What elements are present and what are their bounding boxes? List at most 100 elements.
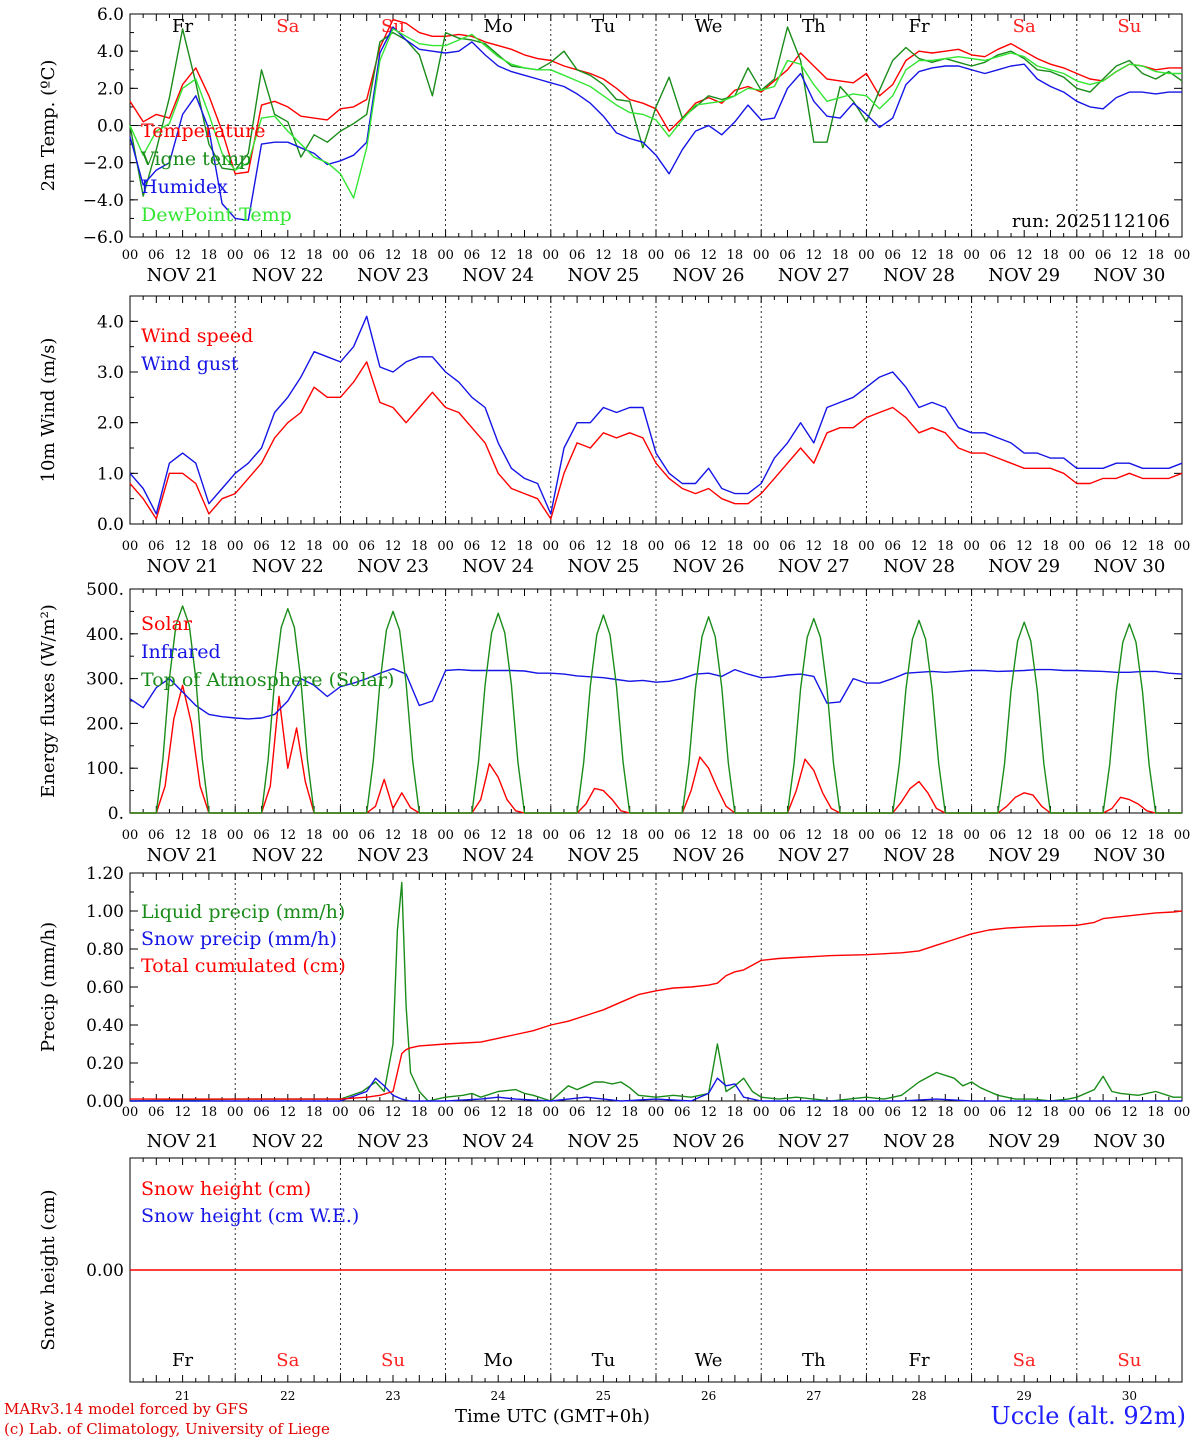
hour-tick-label: 00	[543, 1105, 560, 1120]
hour-tick-label: 12	[911, 828, 928, 843]
hour-tick-label: 18	[411, 539, 428, 554]
y-tick-label: 0.00	[86, 1092, 124, 1112]
y-tick-label: 6.0	[97, 5, 124, 25]
date-label: NOV 29	[988, 1131, 1060, 1152]
hour-tick-label: 18	[621, 1105, 638, 1120]
hour-tick-label: 12	[174, 248, 191, 263]
hour-tick-label: 00	[437, 828, 454, 843]
date-label: NOV 22	[252, 1131, 324, 1152]
hour-tick-label: 06	[674, 539, 691, 554]
hour-tick-label: 06	[990, 539, 1007, 554]
hour-tick-label: 06	[148, 248, 165, 263]
hour-tick-label: 00	[963, 248, 980, 263]
model-credit: MARv3.14 model forced by GFS	[4, 1400, 249, 1418]
hour-tick-label: 18	[832, 539, 849, 554]
y-tick-label: 400.	[86, 625, 124, 645]
hour-tick-label: 18	[1042, 539, 1059, 554]
hour-tick-label: 06	[990, 1105, 1007, 1120]
date-label: NOV 22	[252, 265, 324, 286]
date-label: NOV 21	[147, 265, 219, 286]
hour-tick-label: 12	[490, 248, 507, 263]
hour-tick-label: 06	[569, 828, 586, 843]
hour-tick-label: 18	[516, 248, 533, 263]
hour-tick-label: 06	[148, 539, 165, 554]
hour-tick-label: 18	[1147, 828, 1164, 843]
y-tick-label: 0.00	[86, 1261, 124, 1281]
hour-tick-label: 06	[358, 539, 375, 554]
y-axis-label: 2m Temp. (ºC)	[38, 60, 59, 192]
y-tick-label: −4.0	[83, 191, 124, 211]
hour-tick-label: 06	[358, 1105, 375, 1120]
hour-tick-label: 12	[806, 248, 823, 263]
hour-tick-label: 12	[911, 539, 928, 554]
hour-tick-label: 06	[674, 1105, 691, 1120]
hour-tick-label: 00	[753, 1105, 770, 1120]
hour-tick-label: 00	[332, 248, 349, 263]
legend-entry: Temperature	[141, 120, 265, 142]
hour-tick-label: 06	[253, 539, 270, 554]
hour-tick-label: 18	[516, 1105, 533, 1120]
day-name: Su	[1117, 16, 1141, 37]
hour-tick-label: 12	[700, 1105, 717, 1120]
hour-tick-label: 00	[963, 828, 980, 843]
hour-tick-label: 18	[1147, 1105, 1164, 1120]
hour-tick-label: 06	[1095, 248, 1112, 263]
hour-tick-label: 12	[1121, 539, 1138, 554]
hour-tick-label: 06	[779, 539, 796, 554]
hour-tick-label: 00	[963, 539, 980, 554]
hour-tick-label: 12	[280, 1105, 297, 1120]
y-tick-label: 0.0	[97, 515, 124, 535]
hour-tick-label: 18	[411, 828, 428, 843]
date-label: NOV 28	[883, 556, 955, 577]
date-label: NOV 28	[883, 845, 955, 866]
date-label: NOV 28	[883, 1131, 955, 1152]
day-number: 28	[911, 1389, 926, 1403]
hour-tick-label: 00	[753, 828, 770, 843]
date-label: NOV 29	[988, 845, 1060, 866]
legend-entry: Wind gust	[141, 353, 239, 375]
y-tick-label: 0.60	[86, 978, 124, 998]
hour-tick-label: 12	[490, 1105, 507, 1120]
hour-tick-label: 00	[1174, 828, 1191, 843]
y-tick-label: 0.	[108, 804, 124, 824]
hour-tick-label: 06	[253, 828, 270, 843]
series-line-top-of-atmosphere-solar-	[130, 605, 1182, 814]
hour-tick-label: 18	[411, 1105, 428, 1120]
legend-entry: Snow precip (mm/h)	[141, 928, 337, 950]
hour-tick-label: 18	[1147, 539, 1164, 554]
hour-tick-label: 00	[858, 1105, 875, 1120]
hour-tick-label: 00	[963, 1105, 980, 1120]
legend-entry: Top of Atmosphere (Solar)	[141, 669, 394, 691]
hour-tick-label: 06	[884, 828, 901, 843]
y-tick-label: 300.	[86, 670, 124, 690]
hour-tick-label: 18	[306, 828, 323, 843]
date-label: NOV 22	[252, 556, 324, 577]
hour-tick-label: 06	[884, 539, 901, 554]
y-tick-label: 1.0	[97, 464, 124, 484]
hour-tick-label: 06	[358, 828, 375, 843]
series-line-liquid-precip-mm-h-	[129, 881, 1182, 1102]
day-name: Th	[802, 16, 826, 37]
hour-tick-label: 18	[1147, 248, 1164, 263]
y-tick-label: −6.0	[83, 228, 124, 248]
hour-tick-label: 00	[227, 248, 244, 263]
day-number: 27	[806, 1389, 821, 1403]
y-tick-label: 0.0	[97, 117, 124, 137]
hour-tick-label: 12	[385, 1105, 402, 1120]
day-number: 24	[491, 1389, 507, 1403]
date-label: NOV 25	[567, 556, 639, 577]
hour-tick-label: 18	[1042, 1105, 1059, 1120]
station-name: Uccle (alt. 92m)	[990, 1402, 1186, 1430]
date-label: NOV 27	[778, 265, 850, 286]
day-number: 25	[596, 1389, 611, 1403]
date-label: NOV 24	[462, 556, 534, 577]
series-line-wind-speed	[129, 361, 1183, 520]
hour-tick-label: 00	[437, 1105, 454, 1120]
legend-entry: Wind speed	[141, 325, 253, 347]
hour-tick-label: 12	[1016, 828, 1033, 843]
panel-precip: 0.00 0.20 0.40 0.60 0.80 1.00 1.20 Precip (mm/h…	[38, 864, 1190, 1152]
hour-tick-label: 12	[280, 539, 297, 554]
date-label: NOV 30	[1093, 845, 1165, 866]
panel-energy: 0. 100. 200. 300. 400. 500. Energy fluxes (W/m…	[38, 580, 1190, 866]
date-label: NOV 26	[673, 265, 745, 286]
